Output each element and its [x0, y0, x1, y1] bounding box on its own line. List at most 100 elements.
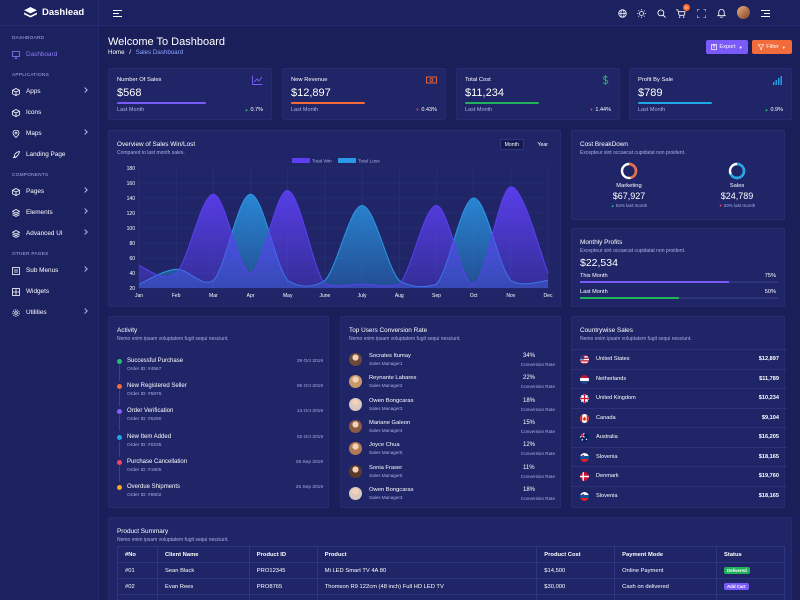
avatar: [349, 375, 362, 389]
flag-ca-icon: [580, 413, 589, 423]
user-name: Sonia Fraser: [369, 464, 403, 471]
profits-subtitle: Excepteur sint occaecat cupidatat non pr…: [580, 248, 686, 254]
stat-change: ▲ 0.9%: [764, 107, 783, 113]
stat-change-value: 1.44%: [595, 107, 611, 113]
globe-icon[interactable]: [617, 8, 627, 18]
activity-item[interactable]: Order Verification Order ID: #6290 14 Oct …: [117, 407, 323, 432]
sidebar-section-title: APPLICATIONS: [12, 73, 49, 78]
table-row[interactable]: #03: [117, 594, 785, 600]
activity-title: New Item Added: [127, 433, 172, 440]
cart-icon[interactable]: 5: [676, 4, 690, 18]
column-header[interactable]: #No: [117, 546, 158, 563]
breadcrumb-home[interactable]: Home: [108, 49, 125, 56]
conversion-label: Conversion Rate: [520, 473, 555, 479]
menu-toggle-icon[interactable]: [112, 8, 122, 18]
country-row[interactable]: United States $12,897: [572, 349, 787, 369]
sidebar-item-label: Utilities: [26, 309, 47, 316]
user-row[interactable]: Owen Bongcaras Sales Manager3 18% Conversio…: [349, 485, 555, 507]
brand[interactable]: Dashlead: [0, 0, 98, 26]
user-row[interactable]: Socrates Itumay Sales Manager1 34% Conversi…: [349, 351, 555, 373]
toggle-year[interactable]: Year: [537, 141, 548, 148]
activity-date: 29 Oct 2019: [296, 359, 323, 364]
sidebar-item-sub-menus[interactable]: Sub Menus: [0, 260, 98, 281]
column-header[interactable]: Status: [716, 546, 785, 563]
legend-label[interactable]: Total Loss: [358, 159, 380, 165]
settings-menu-icon[interactable]: [760, 8, 770, 18]
status-badge: Add Cart: [724, 583, 749, 590]
legend-label[interactable]: Total Win: [312, 159, 332, 165]
user-row[interactable]: Owen Bongcaras Sales Manager3 18% Conversio…: [349, 396, 555, 418]
country-name: Canada: [596, 414, 616, 421]
conversion-value: 22%: [523, 375, 536, 382]
fullscreen-icon[interactable]: [696, 8, 706, 18]
y-tick-label: 60: [129, 256, 135, 262]
cell-no: #02: [117, 578, 158, 595]
country-row[interactable]: Netherlands $11,789: [572, 368, 787, 389]
sidebar-item-advanced-ui[interactable]: Advanced UI: [0, 223, 98, 244]
stat-value: $11,234: [465, 87, 504, 99]
column-header[interactable]: Product ID: [248, 546, 318, 563]
column-header[interactable]: Product: [316, 546, 538, 563]
user-row[interactable]: Joyce Chua Sales Manager5 12% Conversion Ra…: [349, 440, 555, 462]
sidebar-item-label: Maps: [26, 130, 42, 137]
country-row[interactable]: United Kingdom $10,234: [572, 388, 787, 408]
sidebar-item-dashboard[interactable]: Dashboard: [0, 44, 98, 65]
country-row[interactable]: Slovenia $18,165: [572, 485, 787, 506]
cost-value: $67,927: [612, 191, 646, 201]
filter-button[interactable]: Filter ▼: [752, 40, 792, 54]
bell-icon[interactable]: [716, 8, 726, 18]
sidebar-item-widgets[interactable]: Widgets: [0, 281, 98, 302]
logo-icon: [24, 7, 37, 18]
export-button[interactable]: Export ▼: [706, 40, 748, 54]
activity-item[interactable]: Overdue Shipments Order ID: #8902 25 Sep 2…: [117, 483, 323, 503]
column-header[interactable]: Product Cost: [536, 546, 616, 563]
sidebar-item-maps[interactable]: Maps: [0, 123, 98, 144]
avatar: [349, 353, 362, 366]
money-icon: [426, 75, 437, 85]
x-tick-label: Feb: [172, 293, 181, 299]
stat-change: ▼ 0.43%: [415, 107, 437, 113]
conversion-value: 18%: [523, 397, 536, 404]
country-row[interactable]: Denmark $19,760: [572, 466, 787, 486]
sidebar-item-apps[interactable]: Apps: [0, 81, 98, 102]
toggle-month[interactable]: Month: [499, 139, 524, 150]
sidebar-item-pages[interactable]: Pages: [0, 181, 98, 202]
activity-item[interactable]: Purchase Cancellation Order ID: #1905 28 S…: [117, 458, 323, 482]
column-header[interactable]: Client Name: [156, 546, 250, 563]
country-row[interactable]: Slovenia $18,165: [572, 446, 787, 467]
stat-change-value: 0.7%: [250, 107, 263, 113]
chevron-right-icon: [82, 208, 88, 214]
user-row[interactable]: Sonia Fraser Sales Manager5 11% Conversion …: [349, 463, 555, 485]
search-icon[interactable]: [656, 8, 666, 18]
user-row[interactable]: Reynante Labares Sales Manager2 22% Convers…: [349, 373, 555, 395]
cell-cost: $14,500: [536, 562, 616, 579]
activity-item[interactable]: Successful Purchase Order ID: #4567 29 Oct…: [117, 357, 323, 381]
x-tick-label: July: [358, 293, 367, 299]
column-header[interactable]: Payment Mode: [614, 546, 718, 563]
bar-signal-icon: [772, 75, 783, 85]
country-row[interactable]: Australia $16,205: [572, 427, 787, 447]
user-avatar[interactable]: [737, 6, 750, 19]
status-dot: [117, 485, 122, 490]
x-tick-label: Apr: [247, 293, 255, 299]
sidebar-item-landing-page[interactable]: Landing Page: [0, 144, 98, 165]
y-tick-label: 80: [129, 241, 135, 247]
sidebar-item-utilities[interactable]: Utilities: [0, 302, 98, 323]
sidebar-item-elements[interactable]: Elements: [0, 202, 98, 223]
status-dot: [117, 434, 122, 440]
user-row[interactable]: Mariane Galeon Sales Manager4 15% Conversio…: [349, 418, 555, 440]
sidebar-item-icons[interactable]: Icons: [0, 102, 98, 123]
sales-chart-subtitle: Compared to last month sales.: [117, 150, 185, 156]
topbar: 5: [99, 0, 800, 26]
cart-badge: 5: [683, 4, 690, 11]
country-row[interactable]: Canada $9,104: [572, 407, 787, 428]
sun-icon[interactable]: [636, 8, 646, 18]
activity-item[interactable]: New Item Added Order ID: #0235 02 Oct 2019: [117, 433, 323, 457]
user-name: Owen Bongcaras: [369, 397, 414, 404]
activity-item[interactable]: New Registered Seller Order ID: #5976 05 O…: [117, 382, 323, 407]
table-row[interactable]: #02 Evan Rees PRO8765 Thomson R9 122cm (48 …: [117, 578, 785, 595]
activity-date: 02 Oct 2019: [296, 434, 323, 440]
users-subtitle: Nemo enim ipsam voluptatem fugit sequi n…: [349, 336, 461, 342]
country-sales: $19,760: [758, 473, 779, 479]
table-row[interactable]: #01 Sean Black PRO12345 Mi LED Smart TV 4A …: [117, 562, 785, 579]
